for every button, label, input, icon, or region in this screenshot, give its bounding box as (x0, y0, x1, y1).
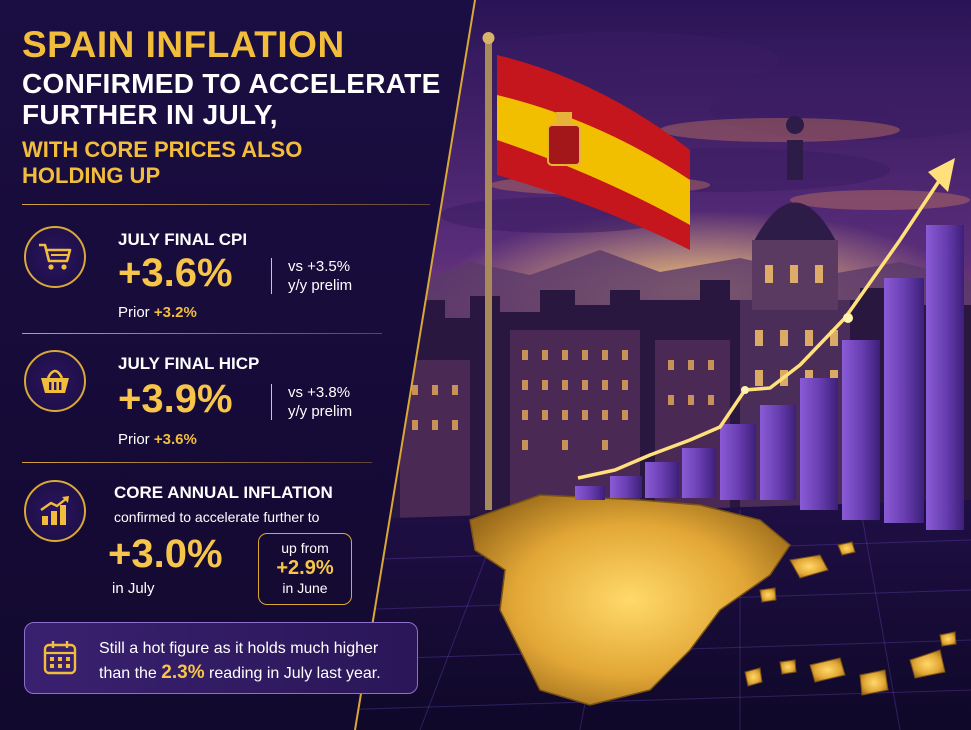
hicp-prior-value: +3.6% (153, 431, 197, 448)
note-highlight-value: 2.3% (161, 662, 205, 683)
shopping-cart-icon (24, 226, 86, 288)
spain-map-icon (469, 494, 791, 706)
cpi-compare-line-2: y/y prelim (288, 277, 353, 294)
rising-bar-chart-icon (24, 480, 86, 542)
rising-bars (575, 225, 964, 530)
note-line-2: than the 2.3% reading in July last year. (99, 661, 381, 686)
core-label: CORE ANNUAL INFLATION (114, 483, 333, 502)
cpi-compare: vs +3.5% y/y prelim (288, 257, 352, 295)
flag-pole (485, 40, 492, 510)
hicp-label: JULY FINAL HICP (118, 354, 260, 373)
cpi-separator (271, 258, 272, 294)
hicp-compare-line-2: y/y prelim (288, 403, 353, 420)
core-subtitle: confirmed to accelerate further to (114, 509, 320, 525)
note-line-2-pre: than the (99, 665, 157, 682)
cpi-compare-line-1: vs +3.5% (288, 258, 351, 275)
note-line-2-post: reading in July last year. (209, 665, 381, 682)
headline-line-5: HOLDING UP (22, 163, 161, 188)
core-period: in July (112, 580, 155, 597)
headline-line-3: FURTHER IN JULY, (22, 99, 278, 130)
note-line-1: Still a hot figure as it holds much high… (99, 640, 379, 657)
divider (22, 462, 372, 463)
calendar-icon (40, 638, 80, 683)
up-from-value: +2.9% (276, 557, 334, 579)
note-box: Still a hot figure as it holds much high… (24, 622, 418, 694)
core-value: +3.0% (108, 532, 223, 576)
divider (22, 204, 430, 205)
hicp-prior: Prior +3.6% (118, 431, 197, 448)
note-text: Still a hot figure as it holds much high… (99, 637, 381, 686)
cpi-prior: Prior +3.2% (118, 304, 197, 321)
hicp-prior-label: Prior (118, 431, 150, 448)
headline-line-2: CONFIRMED TO ACCELERATE (22, 68, 441, 99)
cpi-value: +3.6% (118, 251, 233, 295)
divider (22, 333, 382, 334)
up-from-period: in June (282, 580, 328, 596)
hicp-value: +3.9% (118, 377, 233, 421)
up-from-box: up from +2.9% in June (258, 533, 352, 605)
headline-line-4: WITH CORE PRICES ALSO (22, 137, 303, 162)
cpi-prior-label: Prior (118, 304, 150, 321)
cpi-label: JULY FINAL CPI (118, 230, 248, 249)
shopping-basket-icon (24, 350, 86, 412)
hicp-separator (271, 384, 272, 420)
up-from-label: up from (281, 540, 329, 556)
hicp-compare: vs +3.8% y/y prelim (288, 383, 352, 421)
cpi-prior-value: +3.2% (153, 304, 197, 321)
spain-flag-icon (497, 55, 690, 250)
headline-title: SPAIN INFLATION (22, 24, 345, 65)
hicp-compare-line-1: vs +3.8% (288, 384, 351, 401)
